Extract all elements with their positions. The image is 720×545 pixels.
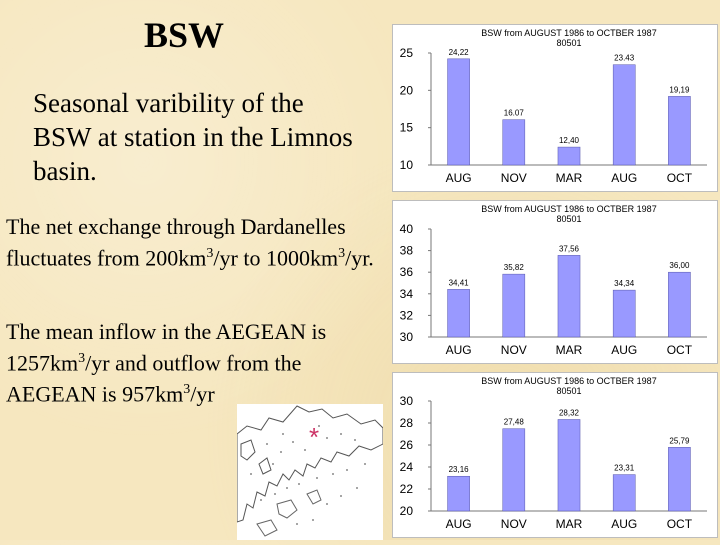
chart-title: BSW from AUGUST 1986 to OCTBER 1987 — [481, 376, 656, 386]
data-label: 25,79 — [669, 436, 690, 445]
y-tick-label: 34 — [400, 287, 414, 301]
chart-title: BSW from AUGUST 1986 to OCTBER 1987 — [481, 204, 656, 214]
data-label: 16.07 — [504, 109, 525, 118]
y-tick-label: 30 — [400, 330, 414, 344]
y-tick-label: 26 — [400, 438, 414, 452]
chart-title: BSW from AUGUST 1986 to OCTBER 1987 — [481, 28, 656, 38]
chart-svg: BSW from AUGUST 1986 to OCTBER 198780501… — [400, 376, 707, 531]
para1-sup: 3 — [338, 246, 346, 261]
x-tick-label: OCT — [667, 343, 693, 357]
para2-text: /yr and outflow from the AEGEAN is 957km — [6, 350, 302, 407]
x-tick-label: AUG — [446, 343, 472, 357]
chart-subtitle: 80501 — [556, 214, 581, 224]
y-tick-label: 40 — [400, 222, 414, 236]
y-tick-label: 24 — [400, 460, 414, 474]
x-tick-label: OCT — [667, 171, 693, 185]
x-tick-label: AUG — [446, 171, 472, 185]
para1-sup: 3 — [206, 246, 214, 261]
aegean-map: * — [236, 404, 384, 540]
bar-nov — [502, 428, 526, 512]
y-tick-label: 22 — [400, 482, 414, 496]
para2-text: /yr — [190, 381, 215, 407]
x-tick-label: NOV — [501, 343, 527, 357]
bsw-chart-2: BSW from AUGUST 1986 to OCTBER 1987 80501… — [392, 200, 718, 364]
bar-oct — [668, 96, 691, 166]
x-tick-label: MAR — [556, 517, 583, 531]
para1-text: /yr. — [345, 245, 374, 271]
data-label: 23.43 — [614, 54, 635, 63]
bar-aug — [447, 289, 470, 338]
chart-svg: BSW from AUGUST 1986 to OCTBER 198780501… — [400, 204, 707, 357]
station-marker: * — [309, 422, 320, 452]
para2-text: The mean inflow in the AEGEAN is 1257km — [6, 319, 327, 376]
y-tick-label: 15 — [400, 121, 414, 135]
chart-subtitle: 80501 — [556, 386, 581, 396]
y-tick-label: 38 — [400, 244, 414, 258]
para1-text: The net exchange through Dardanelles flu… — [6, 214, 346, 271]
data-label: 27,48 — [504, 418, 525, 427]
bar-aug — [612, 64, 636, 166]
y-tick-label: 30 — [400, 394, 414, 408]
y-tick-label: 32 — [400, 308, 414, 322]
dardanelles-paragraph: The net exchange through Dardanelles flu… — [6, 213, 386, 271]
chart-svg: BSW from AUGUST 1986 to OCTBER 198780501… — [400, 28, 707, 185]
x-tick-label: OCT — [667, 517, 693, 531]
y-tick-label: 28 — [400, 416, 414, 430]
data-label: 37,56 — [559, 244, 580, 253]
data-label: 23,31 — [614, 464, 635, 473]
bsw-chart-1: BSW from AUGUST 1986 to OCTBER 1987 80501… — [392, 24, 718, 192]
bar-aug — [447, 58, 470, 166]
data-label: 23,16 — [449, 465, 470, 474]
y-tick-label: 20 — [400, 504, 414, 518]
chart-subtitle: 80501 — [556, 38, 581, 48]
data-label: 35,82 — [504, 263, 525, 272]
bsw-chart-3: BSW from AUGUST 1986 to OCTBER 1987 80501… — [392, 372, 718, 538]
bar-aug — [612, 289, 636, 338]
data-label: 34,41 — [449, 278, 470, 287]
aegean-paragraph: The mean inflow in the AEGEAN is 1257km3… — [6, 318, 386, 408]
coastline-map-image — [236, 405, 384, 537]
data-label: 12,40 — [559, 136, 580, 145]
map-dots — [250, 425, 366, 525]
para2-sup: 3 — [183, 382, 191, 398]
x-tick-label: MAR — [556, 171, 583, 185]
data-label: 19,19 — [669, 85, 690, 94]
data-label: 28,32 — [559, 408, 580, 417]
data-label: 24,22 — [449, 48, 470, 57]
bar-mar — [557, 419, 581, 512]
x-tick-label: NOV — [501, 517, 527, 531]
bar-aug — [612, 474, 636, 512]
x-tick-label: AUG — [446, 517, 472, 531]
bar-oct — [668, 271, 691, 338]
x-tick-label: AUG — [611, 171, 637, 185]
bar-mar — [557, 255, 581, 338]
x-tick-label: AUG — [611, 517, 637, 531]
y-tick-label: 20 — [400, 83, 414, 97]
bar-oct — [668, 447, 691, 512]
data-label: 34,34 — [614, 279, 635, 288]
y-tick-label: 36 — [400, 265, 414, 279]
slide-title: BSW — [144, 15, 225, 55]
slide-subtitle: Seasonal varibility of the BSW at statio… — [33, 88, 353, 186]
data-label: 36,00 — [669, 261, 690, 270]
bar-aug — [447, 475, 470, 512]
para1-text: /yr to 1000km — [213, 245, 339, 271]
para2-sup: 3 — [78, 351, 86, 366]
bar-nov — [502, 273, 526, 338]
bar-mar — [557, 146, 581, 166]
bar-nov — [502, 119, 526, 166]
y-tick-label: 10 — [400, 158, 414, 172]
x-tick-label: NOV — [501, 171, 527, 185]
x-tick-label: AUG — [611, 343, 637, 357]
y-tick-label: 25 — [400, 46, 414, 60]
x-tick-label: MAR — [556, 343, 583, 357]
